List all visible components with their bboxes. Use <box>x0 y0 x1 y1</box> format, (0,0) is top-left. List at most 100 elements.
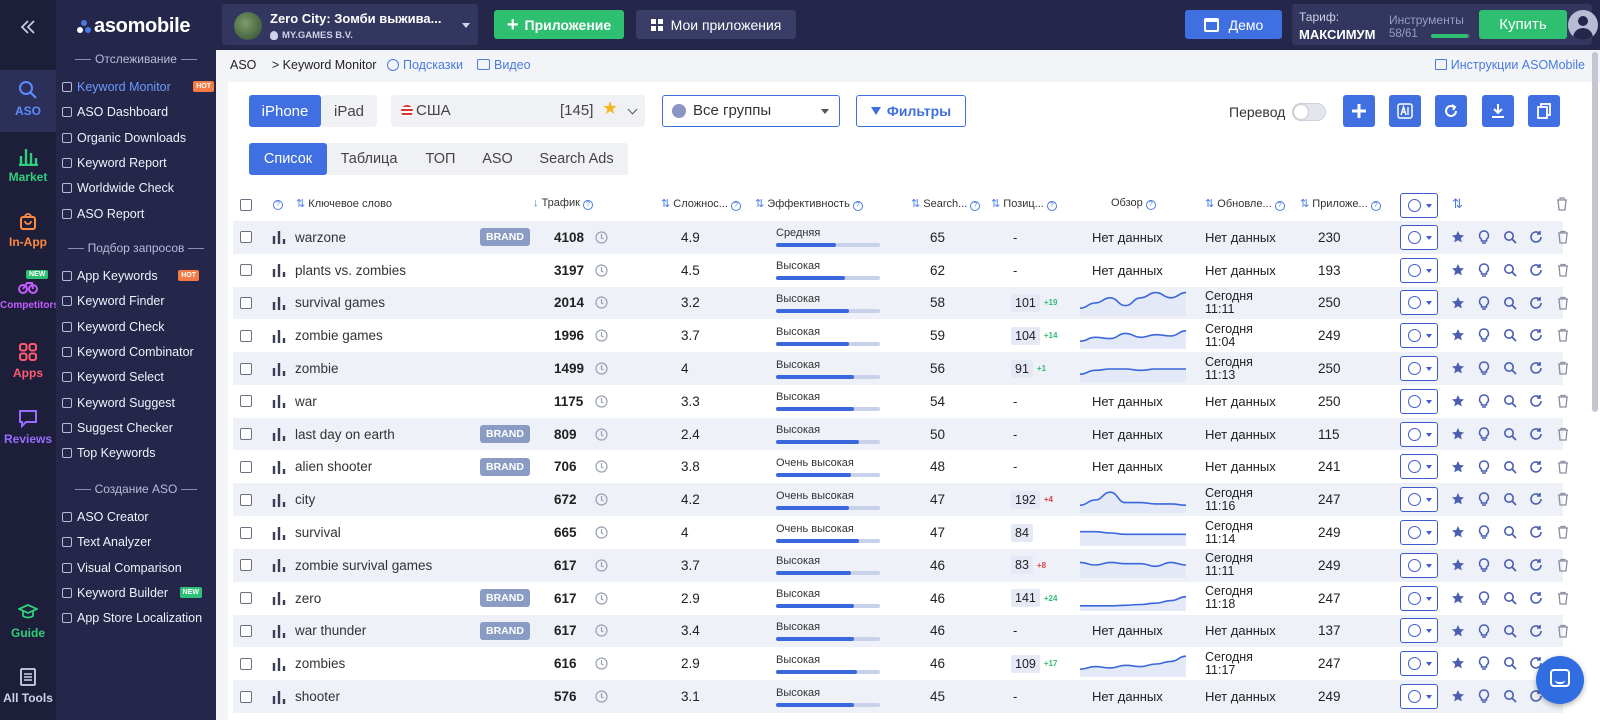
help-icon[interactable]: ? <box>970 201 981 211</box>
sort-icon[interactable]: ⇅ <box>991 198 1004 210</box>
status-select[interactable] <box>1400 582 1438 615</box>
column-header-traffic[interactable]: ↓ Трафик? <box>533 197 593 210</box>
status-select[interactable] <box>1400 483 1438 516</box>
star-icon[interactable]: ★ <box>602 98 619 118</box>
country-select[interactable]: США [145] ★ <box>391 95 645 127</box>
sidebar-item-keyword-builder[interactable]: Keyword Builder NEW <box>62 586 202 600</box>
add-app-button[interactable]: + Приложение <box>494 10 624 39</box>
help-icon[interactable]: ? <box>1370 201 1381 211</box>
tab-view-2[interactable]: ТОП <box>425 151 456 167</box>
rail-item-reviews[interactable]: Reviews <box>0 408 56 446</box>
trash-icon[interactable] <box>1556 197 1568 216</box>
sidebar-item-aso-dashboard[interactable]: ASO Dashboard <box>62 105 168 119</box>
refresh-icon[interactable] <box>1529 263 1543 277</box>
rail-item-all-tools[interactable]: All Tools <box>0 667 56 705</box>
table-row[interactable]: zombie survival games 617 3.7 Высокая 46 83 +8… <box>233 549 1568 582</box>
copy-button[interactable] <box>1528 95 1560 127</box>
trash-icon[interactable] <box>1556 492 1570 507</box>
row-checkbox[interactable] <box>240 418 252 451</box>
refresh-icon[interactable] <box>1529 460 1543 474</box>
status-select[interactable] <box>1400 352 1438 385</box>
trash-icon[interactable] <box>1556 460 1570 474</box>
table-row[interactable]: zombie 1499 4 Высокая 56 91 +1 Сегодня 11:13 250 <box>233 352 1568 385</box>
row-checkbox[interactable] <box>240 516 252 549</box>
table-row[interactable]: city 672 4.2 Очень высокая 47 192 +4 Сегодня 11:… <box>233 483 1568 517</box>
row-checkbox[interactable] <box>240 680 252 713</box>
status-select[interactable] <box>1400 647 1438 680</box>
column-header-efficiency[interactable]: ⇅ Эффективность? <box>755 197 863 211</box>
help-icon[interactable]: ? <box>582 200 593 210</box>
trash-icon[interactable] <box>1556 230 1570 244</box>
column-header-apps[interactable]: ⇅ Приложе...? <box>1300 197 1381 211</box>
row-checkbox[interactable] <box>240 549 252 582</box>
sort-icon[interactable]: ⇅ <box>661 198 674 210</box>
keyword-text[interactable]: zombie survival games <box>295 557 433 573</box>
refresh-icon[interactable] <box>1529 525 1543 539</box>
refresh-icon[interactable] <box>1529 558 1543 572</box>
chart-icon[interactable] <box>272 680 286 713</box>
row-checkbox[interactable] <box>240 451 252 484</box>
lightbulb-icon[interactable] <box>1477 623 1491 638</box>
history-icon[interactable] <box>595 615 608 648</box>
sidebar-item-organic-downloads[interactable]: Organic Downloads <box>62 131 186 145</box>
status-select[interactable] <box>1400 287 1438 320</box>
search-icon[interactable] <box>1503 460 1517 474</box>
refresh-icon[interactable] <box>1529 328 1543 342</box>
history-icon[interactable] <box>595 483 608 516</box>
refresh-icon[interactable] <box>1529 624 1543 638</box>
search-icon[interactable] <box>1503 492 1517 507</box>
star-icon[interactable] <box>1451 624 1465 638</box>
chart-icon[interactable] <box>272 549 286 582</box>
tab-view-3[interactable]: ASO <box>482 151 513 167</box>
table-row[interactable]: shooter 576 3.1 Высокая 45 - Нет данных Нет дан… <box>233 680 1568 713</box>
group-select[interactable]: Все группы <box>662 95 840 127</box>
lightbulb-icon[interactable] <box>1477 230 1491 244</box>
row-checkbox[interactable] <box>240 352 252 385</box>
trash-icon[interactable] <box>1556 624 1570 638</box>
table-row[interactable]: last day on earth BRAND 809 2.4 Высокая 50 - Не… <box>233 417 1568 451</box>
table-row[interactable]: zombies 616 2.9 Высокая 46 109 +17 Сегодня 11:17… <box>233 647 1568 681</box>
keyword-text[interactable]: last day on earth <box>295 426 395 442</box>
keyword-text[interactable]: zombie games <box>295 328 383 344</box>
refresh-icon[interactable] <box>1529 427 1543 441</box>
sidebar-item-keyword-select[interactable]: Keyword Select <box>62 370 164 384</box>
row-checkbox[interactable] <box>240 319 252 352</box>
history-icon[interactable] <box>595 516 608 549</box>
row-checkbox[interactable] <box>240 287 252 320</box>
sidebar-item-aso-creator[interactable]: ASO Creator <box>62 510 149 524</box>
chart-icon[interactable] <box>272 647 286 680</box>
bulk-status-select[interactable] <box>1400 193 1438 218</box>
star-icon[interactable] <box>1451 263 1465 277</box>
trash-icon[interactable] <box>1556 328 1570 343</box>
history-icon[interactable] <box>595 319 608 352</box>
keyword-text[interactable]: war thunder <box>295 623 367 639</box>
user-avatar-icon[interactable] <box>1568 10 1598 40</box>
row-checkbox[interactable] <box>240 221 252 254</box>
trash-icon[interactable] <box>1556 296 1570 310</box>
row-checkbox[interactable] <box>240 254 252 287</box>
lightbulb-icon[interactable] <box>1477 525 1491 539</box>
search-icon[interactable] <box>1503 263 1517 277</box>
star-icon[interactable] <box>1451 525 1465 539</box>
chart-icon[interactable] <box>272 221 286 254</box>
row-checkbox[interactable] <box>240 483 252 516</box>
help-icon[interactable]: ? <box>1274 201 1285 211</box>
sidebar-item-top-keywords[interactable]: Top Keywords <box>62 446 156 460</box>
trash-icon[interactable] <box>1556 427 1570 441</box>
search-icon[interactable] <box>1503 394 1517 408</box>
lightbulb-icon[interactable] <box>1477 394 1491 408</box>
rail-item-in-app[interactable]: In-App <box>0 211 56 249</box>
lightbulb-icon[interactable] <box>1477 656 1491 671</box>
star-icon[interactable] <box>1451 296 1465 310</box>
select-all-checkbox[interactable] <box>240 199 252 211</box>
rail-item-market[interactable]: Market <box>0 146 56 184</box>
lightbulb-icon[interactable] <box>1477 558 1491 572</box>
column-header-position[interactable]: ⇅ Позиц...? <box>991 197 1057 211</box>
row-checkbox[interactable] <box>240 615 252 648</box>
star-icon[interactable] <box>1451 689 1465 703</box>
chat-icon[interactable] <box>1536 656 1584 704</box>
sidebar-item-keyword-suggest[interactable]: Keyword Suggest <box>62 396 175 410</box>
status-select[interactable] <box>1400 254 1438 287</box>
history-icon[interactable] <box>595 680 608 713</box>
table-row[interactable]: zombie games 1996 3.7 Высокая 59 104 +14 Сегодн… <box>233 319 1568 353</box>
